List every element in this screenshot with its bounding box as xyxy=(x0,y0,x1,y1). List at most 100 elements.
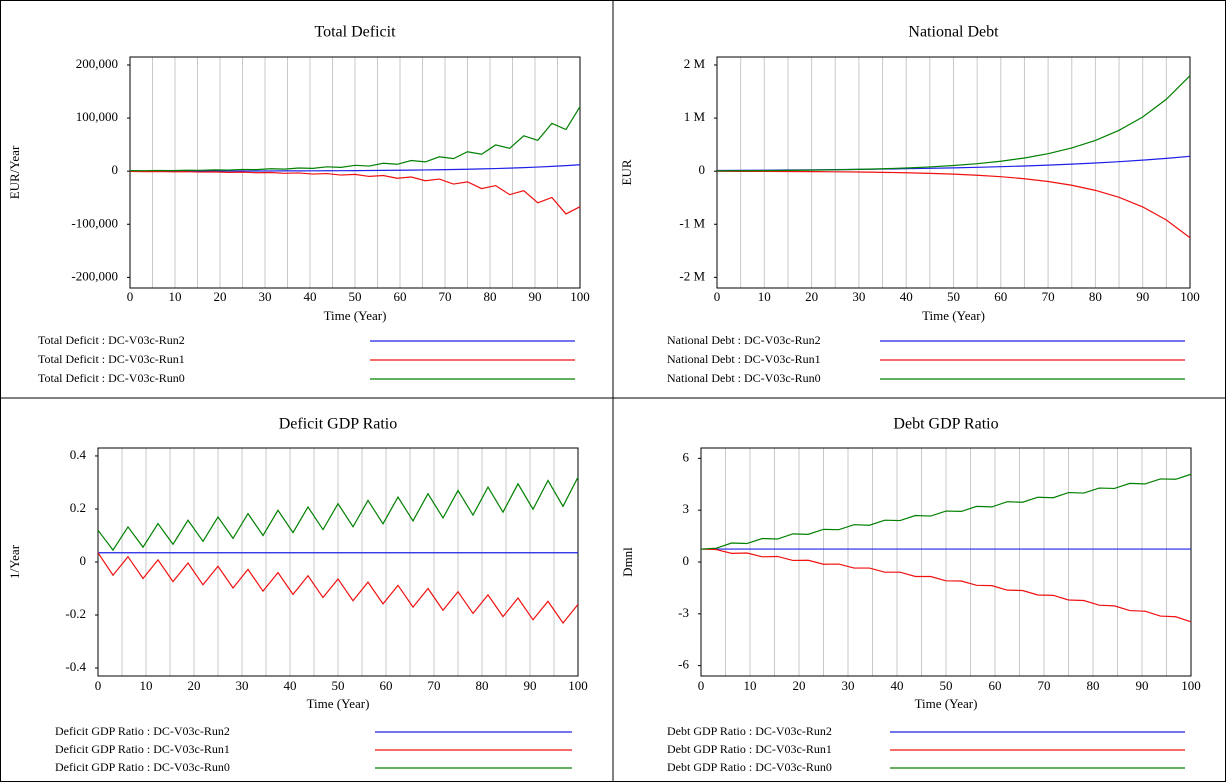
plot-frame xyxy=(97,447,579,677)
x-tick-label: 20 xyxy=(805,289,818,304)
y-tick-label: -0.4 xyxy=(65,659,86,674)
x-tick-label: 40 xyxy=(304,289,317,304)
x-tick-label: 70 xyxy=(428,678,441,693)
legend-label: Total Deficit : DC-V03c-Run2 xyxy=(38,333,185,347)
y-tick-label: 2 M xyxy=(684,56,706,71)
x-tick-label: 40 xyxy=(900,289,913,304)
x-tick-label: 10 xyxy=(140,678,153,693)
chart-title: Deficit GDP Ratio xyxy=(279,416,398,433)
legend-label: Debt GDP Ratio : DC-V03c-Run2 xyxy=(667,724,832,738)
y-tick-label: 100,000 xyxy=(76,109,118,124)
x-tick-label: 30 xyxy=(842,678,855,693)
y-tick-label: 3 xyxy=(683,501,690,516)
legend-label: Deficit GDP Ratio : DC-V03c-Run0 xyxy=(55,760,230,774)
y-axis-label: EUR xyxy=(619,159,634,185)
x-tick-label: 10 xyxy=(758,289,771,304)
x-tick-label: 60 xyxy=(994,289,1007,304)
y-tick-label: 0 xyxy=(80,553,87,568)
x-tick-label: 100 xyxy=(1181,678,1201,693)
x-tick-label: 50 xyxy=(349,289,362,304)
x-tick-label: 0 xyxy=(698,678,705,693)
y-tick-label: 0.4 xyxy=(70,447,87,462)
legend-label: Total Deficit : DC-V03c-Run1 xyxy=(38,352,185,366)
y-tick-label: 1 M xyxy=(684,109,706,124)
x-tick-label: 50 xyxy=(940,678,953,693)
x-tick-label: 80 xyxy=(1087,678,1100,693)
y-tick-label: 0 xyxy=(683,553,690,568)
x-tick-label: 60 xyxy=(394,289,407,304)
x-tick-label: 40 xyxy=(891,678,904,693)
chart-title: National Debt xyxy=(908,24,999,41)
x-axis-label: Time (Year) xyxy=(324,308,387,323)
x-tick-label: 80 xyxy=(1089,289,1102,304)
series-line xyxy=(97,552,579,624)
x-tick-label: 10 xyxy=(744,678,757,693)
x-tick-label: 60 xyxy=(380,678,393,693)
x-tick-label: 30 xyxy=(852,289,865,304)
plot-frame xyxy=(700,447,1192,677)
x-tick-label: 0 xyxy=(714,289,721,304)
x-tick-label: 90 xyxy=(529,289,542,304)
y-axis-label: EUR/Year xyxy=(7,145,22,199)
x-tick-label: 70 xyxy=(439,289,452,304)
x-tick-label: 0 xyxy=(127,289,134,304)
plot-frame xyxy=(716,56,1191,289)
legend-label: Total Deficit : DC-V03c-Run0 xyxy=(38,371,185,385)
x-tick-label: 90 xyxy=(1136,289,1149,304)
chart-title: Total Deficit xyxy=(314,24,396,41)
x-tick-label: 20 xyxy=(214,289,227,304)
y-tick-label: -1 M xyxy=(679,215,705,230)
x-tick-label: 20 xyxy=(793,678,806,693)
series-line xyxy=(129,170,581,215)
y-axis-label: Dmnl xyxy=(620,547,635,577)
legend-label: Debt GDP Ratio : DC-V03c-Run1 xyxy=(667,742,832,756)
x-tick-label: 50 xyxy=(947,289,960,304)
series-line xyxy=(97,476,579,552)
x-tick-label: 100 xyxy=(570,289,590,304)
x-tick-label: 30 xyxy=(236,678,249,693)
y-tick-label: -100,000 xyxy=(71,215,118,230)
y-axis-label: 1/Year xyxy=(7,544,22,579)
x-tick-label: 80 xyxy=(484,289,497,304)
x-tick-label: 0 xyxy=(95,678,102,693)
y-tick-label: 0 xyxy=(112,162,119,177)
x-axis-label: Time (Year) xyxy=(915,696,978,711)
x-tick-label: 100 xyxy=(568,678,588,693)
chart-title: Debt GDP Ratio xyxy=(893,416,998,433)
series-line xyxy=(129,106,581,172)
series-line xyxy=(700,548,1192,623)
x-axis-label: Time (Year) xyxy=(307,696,370,711)
series-line xyxy=(716,75,1191,172)
x-tick-label: 70 xyxy=(1038,678,1051,693)
x-tick-label: 50 xyxy=(332,678,345,693)
x-tick-label: 90 xyxy=(524,678,537,693)
x-tick-label: 80 xyxy=(476,678,489,693)
x-tick-label: 90 xyxy=(1136,678,1149,693)
legend-label: National Debt : DC-V03c-Run0 xyxy=(667,371,821,385)
y-tick-label: 0.2 xyxy=(70,500,86,515)
series-line xyxy=(129,164,581,172)
series-line xyxy=(700,473,1192,550)
y-tick-label: -6 xyxy=(678,657,689,672)
x-tick-label: 20 xyxy=(188,678,201,693)
legend-label: Deficit GDP Ratio : DC-V03c-Run1 xyxy=(55,742,230,756)
y-tick-label: -200,000 xyxy=(71,268,118,283)
legend-label: National Debt : DC-V03c-Run2 xyxy=(667,333,821,347)
y-tick-label: 6 xyxy=(683,449,690,464)
series-line xyxy=(716,170,1191,239)
x-axis-label: Time (Year) xyxy=(922,308,985,323)
y-tick-label: 0 xyxy=(699,162,706,177)
y-tick-label: -3 xyxy=(678,605,689,620)
y-tick-label: 200,000 xyxy=(76,56,118,71)
legend-label: Deficit GDP Ratio : DC-V03c-Run2 xyxy=(55,724,230,738)
legend-label: National Debt : DC-V03c-Run1 xyxy=(667,352,821,366)
x-tick-label: 60 xyxy=(989,678,1002,693)
x-tick-label: 40 xyxy=(284,678,297,693)
y-tick-label: -2 M xyxy=(679,268,705,283)
x-tick-label: 70 xyxy=(1042,289,1055,304)
x-tick-label: 100 xyxy=(1180,289,1200,304)
x-tick-label: 30 xyxy=(259,289,272,304)
x-tick-label: 10 xyxy=(169,289,182,304)
plot-frame xyxy=(129,56,581,289)
